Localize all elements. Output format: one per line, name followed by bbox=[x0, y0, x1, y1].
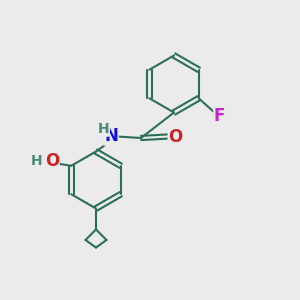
Text: O: O bbox=[45, 152, 59, 170]
Text: H: H bbox=[98, 122, 109, 136]
Text: N: N bbox=[104, 127, 118, 145]
Text: H: H bbox=[31, 154, 43, 168]
Text: O: O bbox=[168, 128, 183, 146]
Text: F: F bbox=[214, 107, 225, 125]
